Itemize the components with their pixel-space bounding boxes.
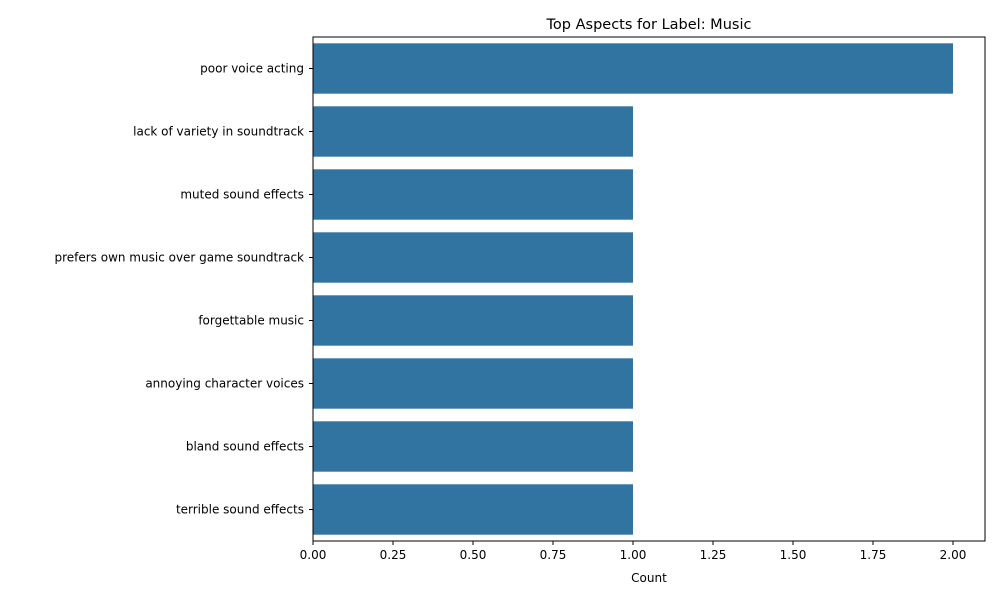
x-ticks: 0.00 0.25 0.50 0.75 1.00 1.25 1.50 1.75 2.00	[300, 541, 967, 562]
x-tick-label: 1.00	[620, 548, 647, 562]
x-tick-label: 1.25	[700, 548, 727, 562]
y-tick-label: forgettable music	[198, 314, 304, 328]
y-tick-label: prefers own music over game soundtrack	[54, 251, 304, 265]
y-tick-label: poor voice acting	[200, 62, 304, 76]
plot-frame	[312, 36, 986, 542]
y-tick-label: lack of variety in soundtrack	[133, 125, 304, 139]
x-tick-label: 1.75	[860, 548, 887, 562]
x-tick-label: 2.00	[940, 548, 967, 562]
y-tick-labels: poor voice acting lack of variety in soun…	[54, 62, 313, 517]
bar	[313, 295, 633, 346]
chart-title: Top Aspects for Label: Music	[546, 17, 752, 33]
x-tick-label: 0.75	[540, 548, 567, 562]
y-tick-label: terrible sound effects	[176, 503, 304, 517]
bar	[313, 358, 633, 409]
y-tick-label: muted sound effects	[180, 188, 304, 202]
bar	[313, 484, 633, 535]
bars-group	[313, 43, 953, 535]
x-tick-label: 0.50	[460, 548, 487, 562]
x-tick-label: 1.50	[780, 548, 807, 562]
bar	[313, 106, 633, 157]
bar	[313, 43, 953, 94]
bar	[313, 169, 633, 220]
x-axis-label: Count	[631, 571, 667, 585]
y-tick-label: bland sound effects	[186, 440, 304, 454]
x-tick-label: 0.00	[300, 548, 327, 562]
x-tick-label: 0.25	[380, 548, 407, 562]
bar	[313, 232, 633, 283]
y-tick-label: annoying character voices	[145, 377, 304, 391]
bar	[313, 421, 633, 472]
